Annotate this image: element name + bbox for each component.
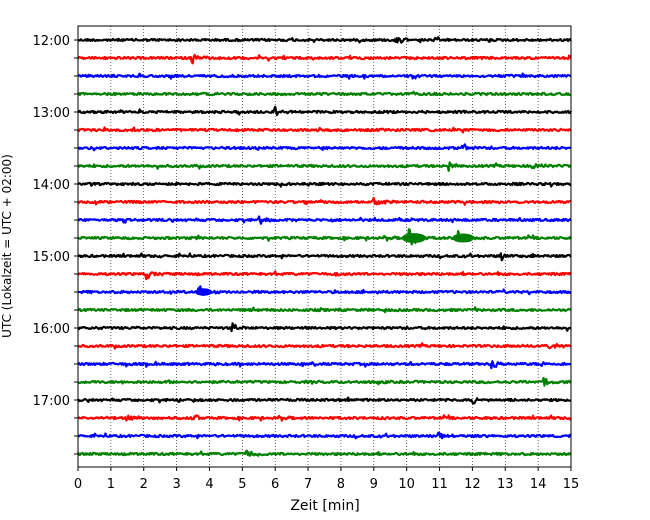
x-tick-label: 15 xyxy=(563,477,580,492)
trace-line xyxy=(77,36,572,44)
trace-line xyxy=(77,72,572,80)
x-tick-label: 13 xyxy=(497,477,514,492)
trace-line xyxy=(77,143,572,152)
x-tick-label: 0 xyxy=(74,477,82,492)
trace-line xyxy=(77,228,572,246)
x-tick-label: 10 xyxy=(398,477,415,492)
plot-frame xyxy=(77,25,572,468)
trace-line xyxy=(77,126,572,134)
x-tick-label: 8 xyxy=(337,477,345,492)
x-axis-label: Zeit [min] xyxy=(290,498,359,514)
trace-line xyxy=(77,105,572,117)
trace-line xyxy=(77,270,572,281)
y-tick-label: 16:00 xyxy=(33,322,70,337)
x-tick-label: 14 xyxy=(530,477,547,492)
trace-line xyxy=(77,215,572,225)
trace-line xyxy=(77,360,572,370)
y-axis-ticks: 12:00 13:00 14:00 15:00 16:00 17:00 xyxy=(33,34,78,455)
trace-line xyxy=(77,161,572,172)
x-tick-label: 2 xyxy=(140,477,148,492)
y-tick-label: 14:00 xyxy=(33,178,70,193)
trace-line xyxy=(77,322,572,333)
y-tick-label: 13:00 xyxy=(33,106,70,121)
x-tick-label: 7 xyxy=(304,477,312,492)
trace-event xyxy=(195,288,213,296)
x-tick-label: 4 xyxy=(205,477,213,492)
trace-group xyxy=(77,36,572,457)
trace-line xyxy=(77,342,572,350)
trace-line xyxy=(77,414,572,422)
trace-line xyxy=(77,376,572,387)
x-tick-label: 1 xyxy=(107,477,115,492)
y-tick-label: 12:00 xyxy=(33,34,70,49)
trace-line xyxy=(77,252,572,262)
trace-line xyxy=(77,449,572,457)
x-tick-label: 9 xyxy=(370,477,378,492)
x-tick-label: 12 xyxy=(464,477,481,492)
trace-line xyxy=(77,181,572,188)
x-tick-label: 6 xyxy=(271,477,279,492)
trace-line xyxy=(77,53,572,65)
x-tick-label: 11 xyxy=(431,477,448,492)
trace-line xyxy=(77,197,572,206)
plot-background xyxy=(78,26,571,467)
y-axis-label: UTC (Lokalzeit = UTC + 02:00) xyxy=(0,154,14,338)
x-tick-label: 3 xyxy=(172,477,180,492)
x-tick-label: 5 xyxy=(238,477,246,492)
trace-line xyxy=(77,396,572,405)
y-tick-label: 17:00 xyxy=(33,394,70,409)
trace-line xyxy=(77,90,572,97)
trace-event xyxy=(401,233,427,243)
trace-event xyxy=(452,233,475,243)
trace-line xyxy=(77,285,572,297)
trace-line xyxy=(77,306,572,314)
y-tick-label: 15:00 xyxy=(33,250,70,265)
trace-line xyxy=(77,431,572,440)
x-axis-ticks: 0 1 2 3 4 5 6 7 8 9 10 11 12 13 14 15 xyxy=(74,467,579,492)
